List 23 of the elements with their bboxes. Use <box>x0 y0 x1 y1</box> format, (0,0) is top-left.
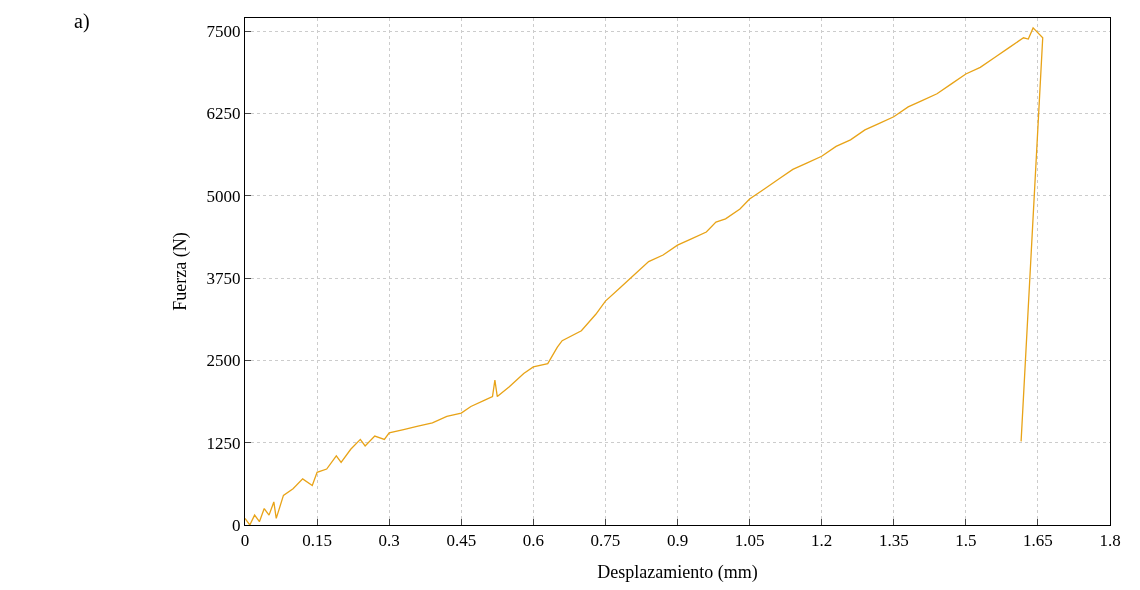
y-axis-title: Fuerza (N) <box>169 232 191 311</box>
y-tick-label: 0 <box>232 515 241 535</box>
x-tick-label: 1.2 <box>811 531 833 551</box>
x-tick-label: 0.45 <box>446 531 477 551</box>
line-series <box>245 27 1044 525</box>
x-tick-label: 1.35 <box>878 531 909 551</box>
x-tick-label: 1.5 <box>955 531 977 551</box>
x-tick-label: 1.65 <box>1023 531 1053 551</box>
x-tick-label: 0.9 <box>666 531 689 551</box>
x-tick-label: 0.6 <box>522 531 544 551</box>
y-tick-label: 2500 <box>206 351 241 371</box>
y-tick-label: 5000 <box>206 186 241 206</box>
x-tick-label: 1.05 <box>734 531 765 551</box>
x-tick-label: 0.75 <box>590 531 621 551</box>
x-axis-title: Desplazamiento (mm) <box>597 561 758 583</box>
x-tick-label: 0.3 <box>378 531 400 551</box>
y-tick-label: 6250 <box>206 104 241 124</box>
x-tick-label: 0.15 <box>302 531 332 551</box>
y-tick-label: 7500 <box>206 22 241 42</box>
text: a) <box>74 10 90 33</box>
x-tick-label: 1.8 <box>1099 531 1121 551</box>
y-tick-label: 3750 <box>206 269 241 289</box>
y-tick-label: 1250 <box>206 433 241 453</box>
